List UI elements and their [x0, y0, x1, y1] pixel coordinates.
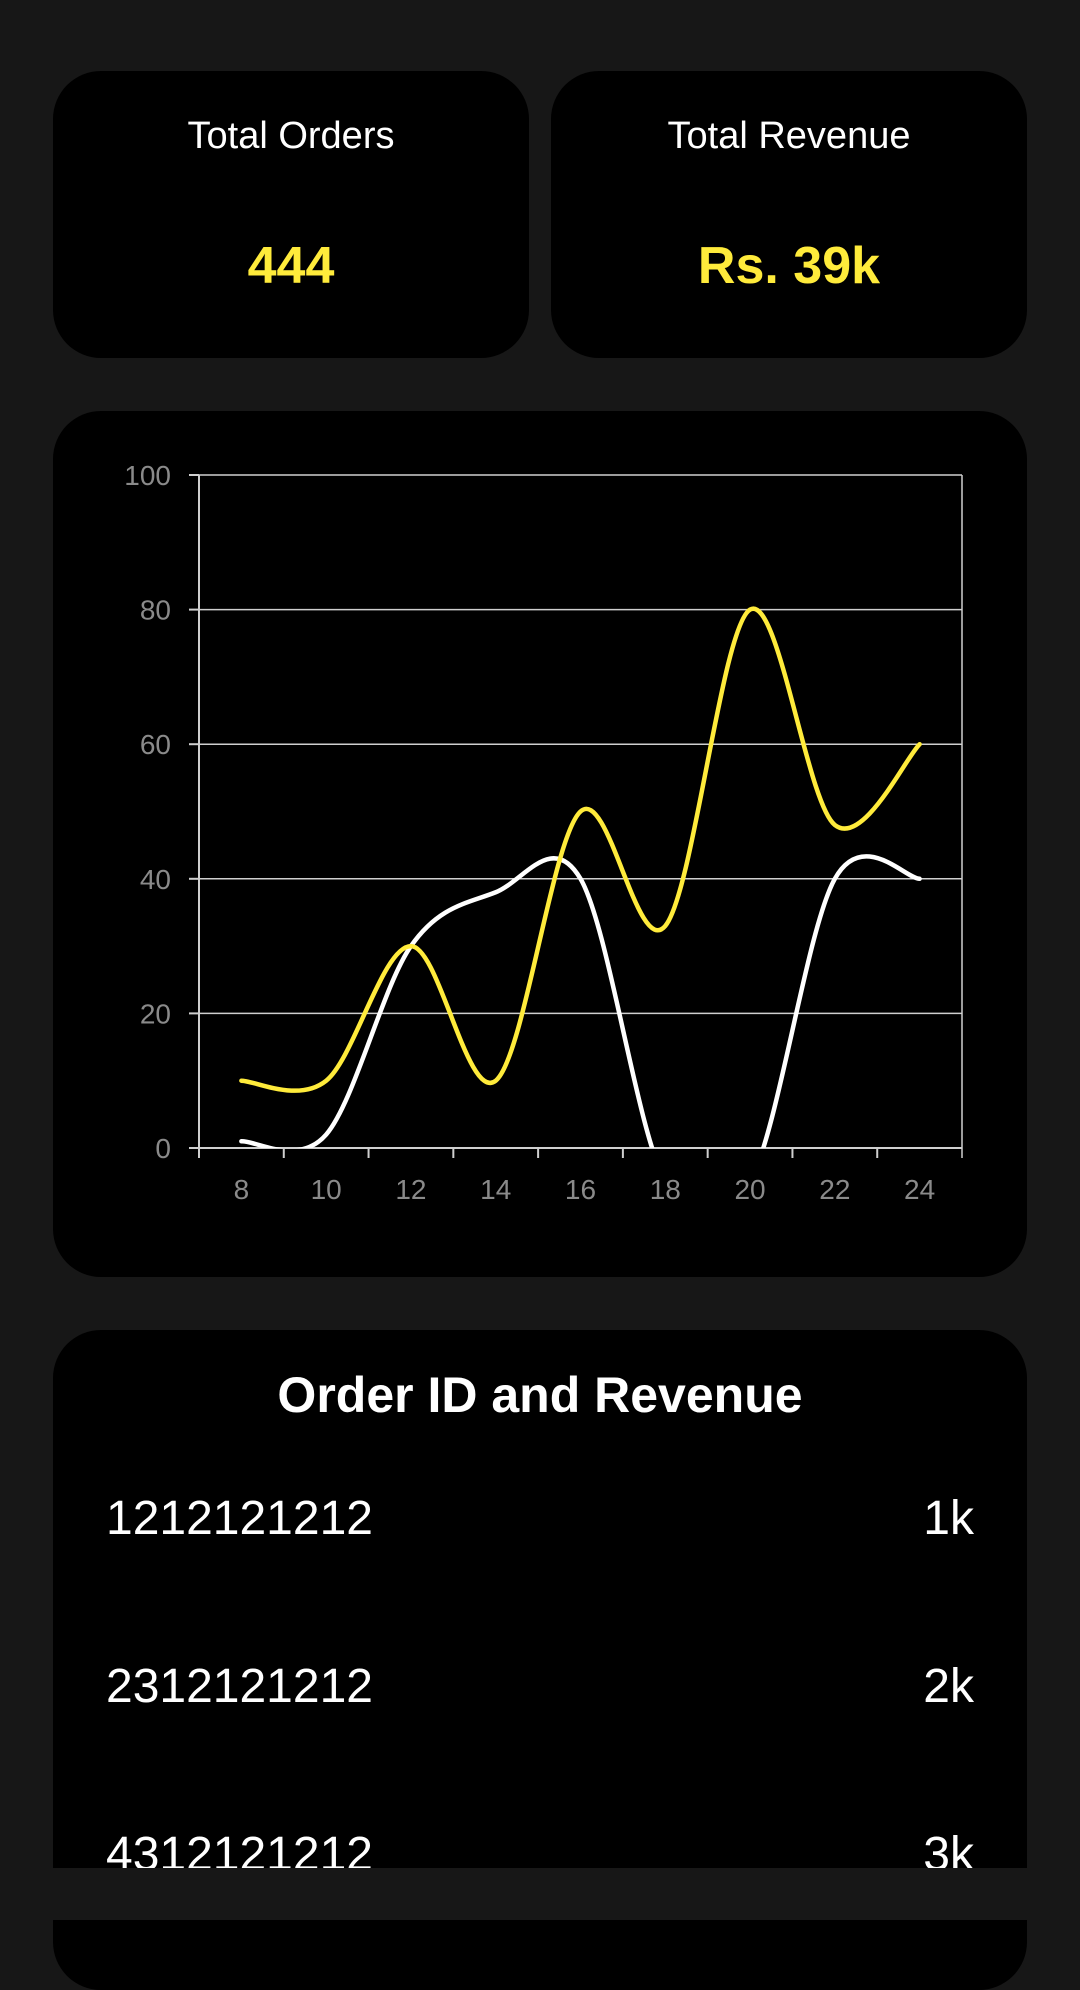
y-tick-label: 0	[155, 1133, 171, 1164]
total-revenue-value: Rs. 39k	[551, 231, 1027, 301]
x-tick-label: 12	[395, 1174, 426, 1205]
list-item[interactable]: 2312121212 2k	[106, 1647, 974, 1727]
x-tick-label: 20	[734, 1174, 765, 1205]
y-tick-label: 60	[140, 729, 171, 760]
y-tick-label: 20	[140, 998, 171, 1029]
order-revenue: 1k	[923, 1479, 974, 1559]
x-tick-label: 22	[819, 1174, 850, 1205]
list-item[interactable]: 1212121212 1k	[106, 1479, 974, 1559]
total-orders-card: Total Orders 444	[53, 71, 529, 358]
order-id: 1212121212	[106, 1479, 373, 1559]
x-tick-label: 16	[565, 1174, 596, 1205]
order-revenue: 2k	[923, 1647, 974, 1727]
chart-card: 0 20 40 60 80 100 8 10 12 14 16 18 20 22 24	[53, 411, 1027, 1277]
y-tick-label: 100	[124, 460, 171, 491]
total-revenue-card: Total Revenue Rs. 39k	[551, 71, 1027, 358]
x-tick-label: 10	[311, 1174, 342, 1205]
series-line-1	[241, 609, 919, 1091]
x-tick-label: 8	[234, 1174, 250, 1205]
total-revenue-label: Total Revenue	[551, 111, 1027, 161]
x-tick-label: 14	[480, 1174, 511, 1205]
y-tick-label: 40	[140, 864, 171, 895]
series-line-2	[241, 856, 919, 1219]
total-orders-label: Total Orders	[53, 111, 529, 161]
order-id: 2312121212	[106, 1647, 373, 1727]
y-tick-label: 80	[140, 595, 171, 626]
total-orders-value: 444	[53, 231, 529, 301]
x-tick-label: 18	[650, 1174, 681, 1205]
bottom-background	[0, 1868, 1080, 1920]
x-tick-label: 24	[904, 1174, 935, 1205]
line-chart: 0 20 40 60 80 100 8 10 12 14 16 18 20 22 24	[53, 411, 1027, 1277]
order-list-title: Order ID and Revenue	[53, 1360, 1027, 1430]
